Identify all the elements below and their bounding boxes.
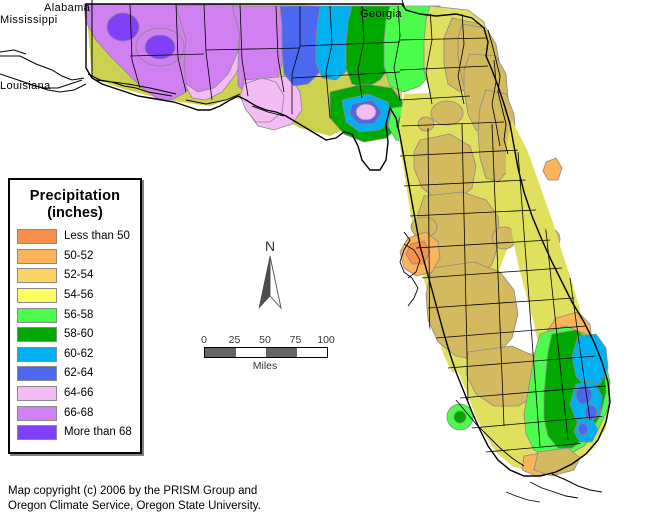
region-interior-52-54-a (430, 100, 464, 126)
legend-label: 64-66 (64, 387, 94, 400)
scale-tick-label: 0 (201, 334, 207, 346)
legend-row: 66-68 (17, 403, 133, 423)
copyright-notice: Map copyright (c) 2006 by the PRISM Grou… (8, 484, 261, 514)
region-core-gt68-a (106, 12, 140, 42)
copyright-line-2: Oregon Climate Service, Oregon State Uni… (8, 500, 261, 512)
state-label-mississippi: Mississippi (0, 14, 58, 26)
state-coastline (85, 3, 611, 503)
region-ne-point-50-52 (542, 157, 563, 181)
scale-tick-label: 50 (259, 334, 271, 346)
state-label-alabama: Alabama (44, 2, 91, 14)
region-interior-52-54-b (417, 116, 435, 132)
scale-segment (266, 348, 297, 357)
legend-row: 50-52 (17, 247, 133, 267)
north-arrow: N (250, 238, 290, 310)
legend-label: 60-62 (64, 347, 94, 360)
legend-row: 64-66 (17, 384, 133, 404)
legend-row: 56-58 (17, 305, 133, 325)
legend-label: 52-54 (64, 269, 94, 282)
region-core-66-68-b (135, 27, 185, 67)
legend-row: Less than 50 (17, 227, 133, 247)
legend-row: 58-60 (17, 325, 133, 345)
legend-title: Precipitation (29, 188, 121, 204)
scale-tick-label: 25 (228, 334, 241, 346)
legend-swatch (17, 288, 57, 304)
legend-label: 66-68 (64, 406, 94, 419)
scale-segment (296, 348, 327, 357)
legend-label: 62-64 (64, 367, 94, 380)
region-core-gt68-b (144, 34, 176, 60)
north-arrow-label: N (264, 238, 276, 254)
region-se-60-62-a (571, 333, 609, 389)
legend-swatch (17, 425, 57, 441)
legend-row: More than 68 (17, 423, 133, 443)
scale-bar-segments (204, 347, 328, 358)
copyright-line-1: Map copyright (c) 2006 by the PRISM Grou… (8, 485, 258, 497)
scale-tick-label: 75 (289, 334, 302, 346)
compass-needle-icon (258, 255, 282, 310)
region-southtip-52-54 (533, 447, 581, 477)
state-label-georgia: Georgia (360, 8, 402, 20)
legend-swatch (17, 346, 57, 362)
region-se-62-64-c (577, 422, 589, 436)
legend-row: 54-56 (17, 286, 133, 306)
region-sw-58-60-pocket (453, 410, 467, 424)
state-label-louisiana: Louisiana (0, 80, 51, 92)
legend-swatch (17, 229, 57, 245)
legend-items: Less than 50 50-52 52-54 54-56 56-58 58-60 60-… (17, 227, 133, 443)
legend-label: 56-58 (64, 308, 94, 321)
legend-swatch (17, 307, 57, 323)
region-se-62-64-a (575, 385, 593, 405)
scale-bar: 0 25 50 75 100 Miles (198, 334, 335, 372)
legend-row: 60-62 (17, 345, 133, 365)
legend-label: More than 68 (64, 426, 132, 439)
region-bigbend-64-66-core (355, 103, 377, 121)
legend-swatch (17, 248, 57, 264)
legend-label: 54-56 (64, 289, 94, 302)
legend-subtitle: (inches) (47, 205, 103, 221)
legend-label: 50-52 (64, 249, 94, 262)
legend-row: 52-54 (17, 266, 133, 286)
scale-bar-ticks: 0 25 50 75 100 (198, 334, 335, 347)
county-boundaries (129, 3, 607, 453)
precipitation-legend: Precipitation (inches) Less than 50 50-52… (8, 178, 142, 454)
legend-swatch (17, 366, 57, 382)
legend-label: Less than 50 (64, 230, 130, 243)
scale-tick-label: 100 (317, 334, 335, 346)
scale-segment (205, 348, 236, 357)
legend-row: 62-64 (17, 364, 133, 384)
scale-bar-units: Miles (252, 360, 278, 372)
legend-label: 58-60 (64, 328, 94, 341)
scale-segment (235, 348, 266, 357)
legend-swatch (17, 268, 57, 284)
legend-swatch (17, 386, 57, 402)
legend-swatch (17, 327, 57, 343)
neighbor-state-boundaries (0, 0, 405, 93)
legend-swatch (17, 405, 57, 421)
